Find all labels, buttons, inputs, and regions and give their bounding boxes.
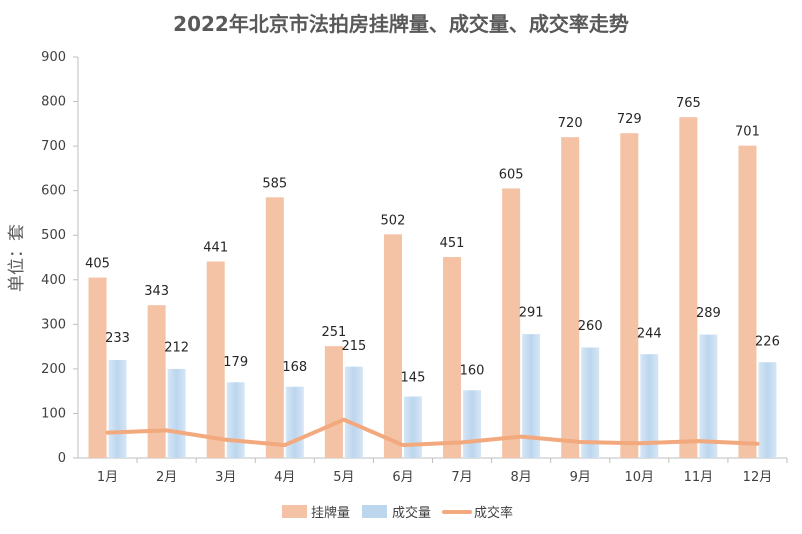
data-label-listing: 765 <box>676 96 701 111</box>
bar-listing <box>324 346 343 458</box>
data-label-listing: 251 <box>321 325 346 340</box>
data-label-listing: 729 <box>617 112 642 127</box>
bar-listing <box>502 188 521 458</box>
x-tick-label: 9月 <box>570 470 591 485</box>
data-label-deals: 212 <box>164 341 189 356</box>
y-tick-label: 900 <box>41 50 66 65</box>
y-tick-label: 700 <box>41 139 66 154</box>
x-tick-label: 1月 <box>97 470 118 485</box>
rate-point <box>579 441 581 443</box>
rate-point <box>343 419 345 421</box>
bar-listing <box>443 257 462 458</box>
bar-deals <box>758 362 777 458</box>
x-tick-label: 3月 <box>215 470 236 485</box>
bar-deals <box>285 386 304 458</box>
bar-deals <box>226 382 245 458</box>
rate-point <box>520 436 522 438</box>
legend-swatch-deals <box>362 505 387 518</box>
x-tick-label: 2月 <box>156 470 177 485</box>
rate-point <box>402 444 404 446</box>
rate-point <box>461 441 463 443</box>
chart-title: 2022年北京市法拍房挂牌量、成交量、成交率走势 <box>173 12 629 36</box>
rate-point <box>284 444 286 446</box>
x-tick-label: 11月 <box>684 470 714 485</box>
rate-point <box>756 443 758 445</box>
data-label-listing: 502 <box>381 213 406 228</box>
data-label-listing: 585 <box>262 176 287 191</box>
bar-deals <box>640 354 659 458</box>
bar-deals <box>522 334 541 458</box>
series-listing-bars <box>88 117 757 459</box>
rate-point <box>225 439 227 441</box>
bar-listing <box>620 133 639 458</box>
data-label-listing: 720 <box>558 116 583 131</box>
y-tick-label: 800 <box>41 95 66 110</box>
y-tick-label: 300 <box>41 317 66 332</box>
bar-deals <box>108 359 127 458</box>
y-tick-label: 500 <box>41 228 66 243</box>
legend-swatch-listing <box>282 505 307 518</box>
bar-listing <box>383 234 402 458</box>
rate-line-path <box>105 417 760 448</box>
bar-listing <box>561 137 580 458</box>
x-axis: 1月 2月 3月 4月 5月 6月 7月 8月 9月 10月 11月 12月 <box>97 458 788 485</box>
y-axis-label: 单位：套 <box>7 224 27 292</box>
y-tick-label: 400 <box>41 273 66 288</box>
data-label-listing: 701 <box>735 125 760 140</box>
bar-listing <box>679 117 698 459</box>
data-label-listing: 451 <box>440 236 465 251</box>
data-label-deals: 289 <box>696 306 721 321</box>
data-label-deals: 168 <box>282 360 307 375</box>
x-tick-label: 10月 <box>625 470 655 485</box>
rate-point <box>107 432 109 434</box>
data-label-deals: 215 <box>341 339 366 354</box>
legend-label-listing: 挂牌量 <box>311 505 350 521</box>
bar-listing <box>88 277 107 458</box>
rate-point <box>166 429 168 431</box>
data-label-listing: 343 <box>144 284 169 299</box>
y-tick-label: 200 <box>41 362 66 377</box>
bar-deals <box>344 366 363 458</box>
data-label-deals: 260 <box>578 319 603 334</box>
x-tick-label: 8月 <box>510 470 531 485</box>
rate-point <box>638 442 640 444</box>
data-label-listing: 405 <box>85 257 110 272</box>
data-label-deals: 179 <box>223 355 248 370</box>
rate-point <box>697 440 699 442</box>
x-tick-label: 5月 <box>333 470 354 485</box>
bar-listing <box>147 305 166 458</box>
data-label-listing: 441 <box>203 241 228 256</box>
data-label-deals: 233 <box>105 331 130 346</box>
data-label-listing: 605 <box>499 167 524 182</box>
data-label-deals: 291 <box>519 305 544 320</box>
data-label-deals: 226 <box>755 334 780 349</box>
bar-deals <box>167 368 186 458</box>
bar-deals <box>403 396 422 458</box>
data-label-deals: 160 <box>460 364 485 379</box>
bar-listing <box>738 145 757 458</box>
data-label-deals: 244 <box>637 326 662 341</box>
legend: 挂牌量 成交量 成交率 <box>282 505 513 521</box>
y-tick-label: 600 <box>41 184 66 199</box>
data-label-deals: 145 <box>401 370 426 385</box>
y-axis: 0 100 200 300 400 500 600 700 800 900 <box>41 50 78 466</box>
legend-label-rate: 成交率 <box>474 505 513 521</box>
x-tick-label: 12月 <box>743 470 773 485</box>
bar-listing <box>265 197 284 458</box>
bar-deals <box>581 347 600 458</box>
legend-label-deals: 成交量 <box>392 505 431 521</box>
x-tick-label: 7月 <box>451 470 472 485</box>
x-tick-label: 4月 <box>274 470 295 485</box>
y-tick-label: 100 <box>41 406 66 421</box>
y-tick-label: 0 <box>58 451 66 466</box>
x-tick-label: 6月 <box>392 470 413 485</box>
bar-deals <box>463 390 482 458</box>
series-rate-line <box>105 417 760 448</box>
bar-listing <box>206 261 225 458</box>
bar-deals <box>699 334 718 458</box>
